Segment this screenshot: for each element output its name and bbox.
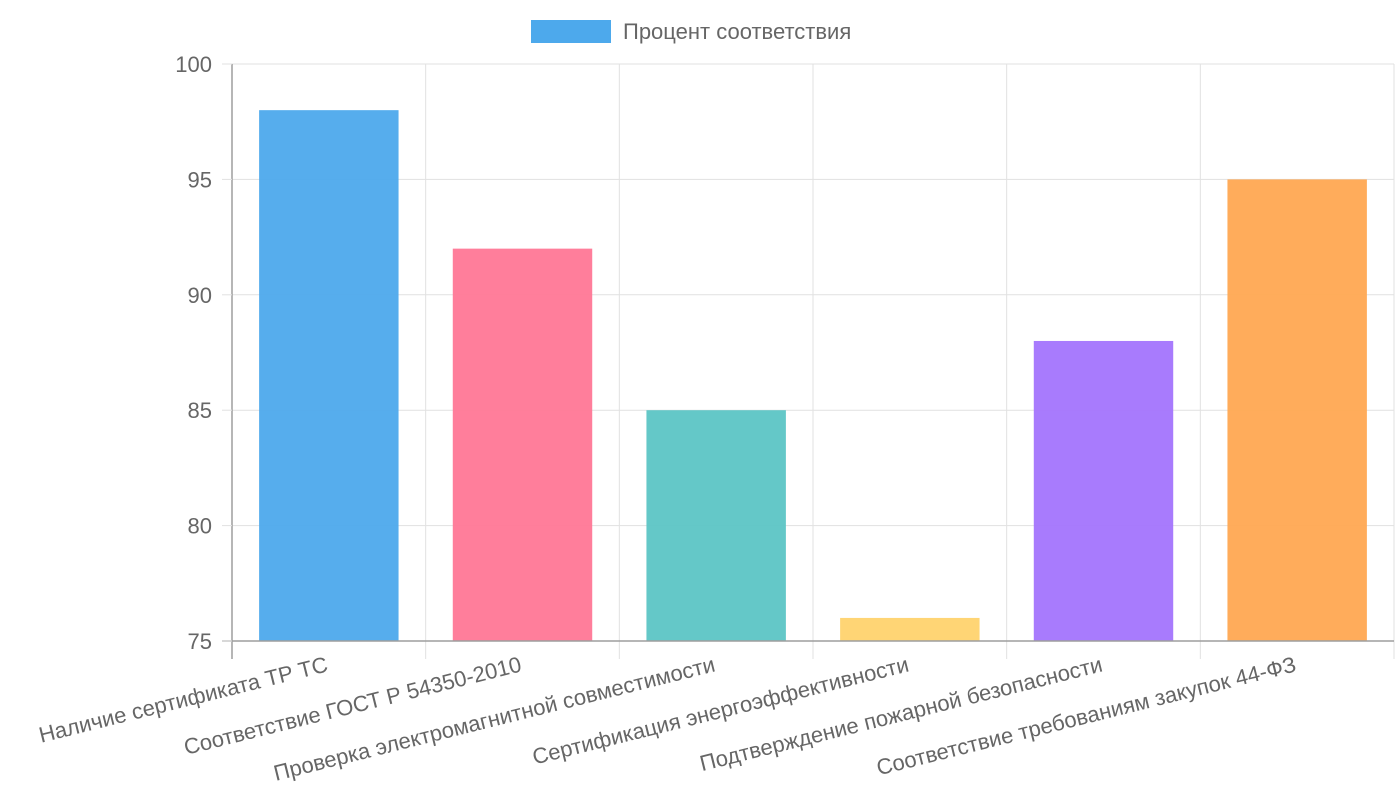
y-tick-label: 75 (188, 629, 212, 654)
bar[interactable] (1227, 179, 1367, 641)
axes (222, 64, 1394, 659)
grid-lines (232, 63, 1395, 659)
legend-swatch (531, 20, 611, 43)
y-tick-label: 90 (188, 283, 212, 308)
bars (259, 110, 1367, 641)
y-axis-ticks: 75 80 85 90 95 100 (175, 52, 232, 654)
bar[interactable] (840, 617, 980, 641)
legend-label: Процент соответствия (623, 19, 851, 44)
y-tick-label: 80 (188, 514, 212, 539)
bar[interactable] (1033, 340, 1174, 641)
bar[interactable] (259, 110, 399, 641)
y-tick-label: 95 (188, 167, 212, 192)
chart-legend[interactable]: Процент соответствия (531, 19, 851, 44)
y-tick-label: 85 (188, 398, 212, 423)
y-tick-label: 100 (175, 52, 212, 77)
bar[interactable] (646, 410, 786, 641)
bar[interactable] (452, 248, 593, 641)
